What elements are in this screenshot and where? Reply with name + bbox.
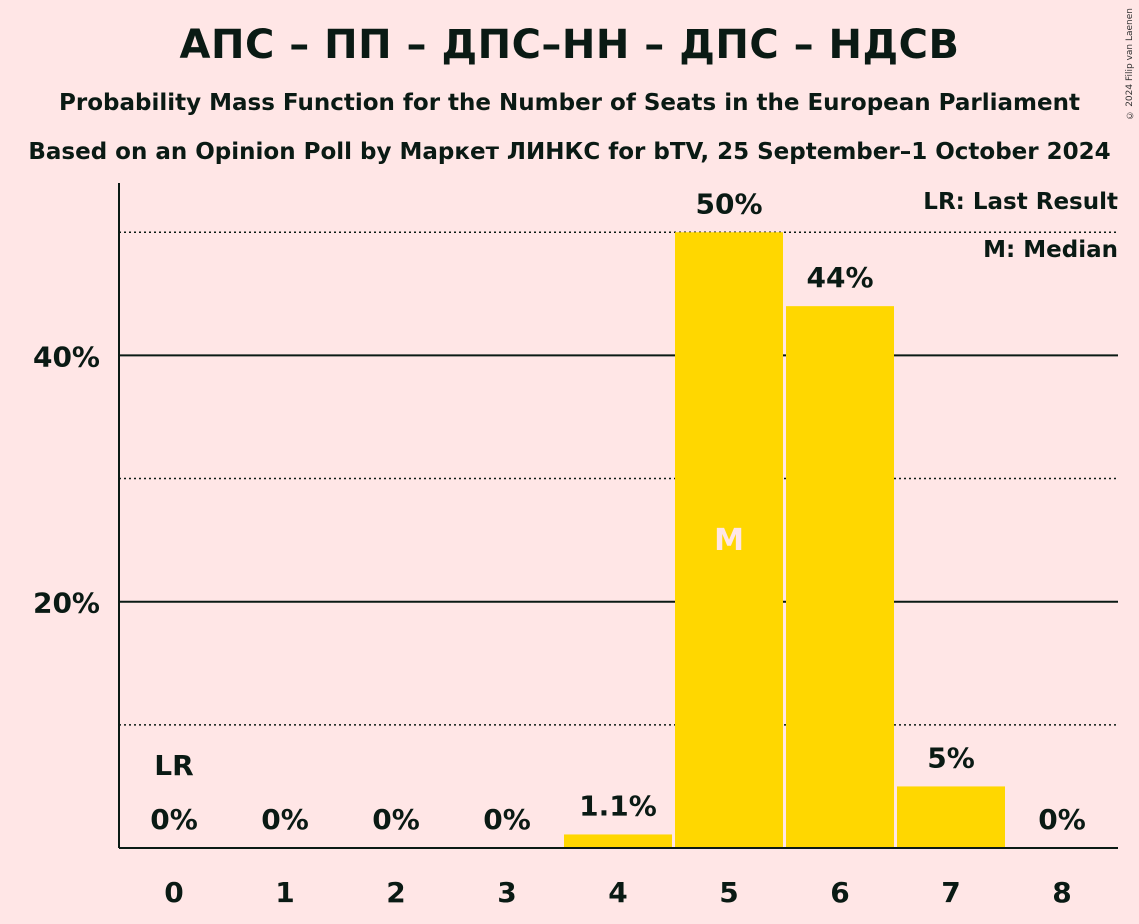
x-tick-label: 6: [830, 876, 849, 909]
legend-last-result: LR: Last Result: [923, 189, 1118, 215]
data-label: 0%: [1038, 803, 1086, 836]
data-label: 0%: [483, 803, 531, 836]
bar: [675, 232, 783, 848]
median-marker: M: [714, 523, 744, 558]
x-tick-label: 4: [608, 876, 627, 909]
last-result-marker: LR: [154, 749, 193, 782]
y-tick-label: 40%: [33, 340, 100, 373]
x-tick-label: 8: [1052, 876, 1071, 909]
data-label: 5%: [927, 741, 975, 774]
x-tick-label: 3: [497, 876, 516, 909]
data-label: 0%: [372, 803, 420, 836]
bar: [564, 834, 672, 848]
data-labels: 0% LR 0% 0% 0% 1.1% 50% M 44% 5% 0%: [150, 187, 1086, 836]
data-label: 50%: [695, 187, 762, 220]
x-tick-label: 0: [164, 876, 183, 909]
data-label: 1.1%: [579, 789, 657, 822]
gridlines: [119, 231, 1118, 726]
bar: [786, 306, 894, 848]
chart-subtitle: Probability Mass Function for the Number…: [59, 90, 1080, 116]
bar: [897, 786, 1005, 848]
bars: [564, 232, 1005, 848]
data-label: 0%: [150, 803, 198, 836]
x-tick-label: 5: [719, 876, 738, 909]
chart-source: Based on an Opinion Poll by Маркет ЛИНКС…: [28, 139, 1111, 165]
data-label: 0%: [261, 803, 309, 836]
axes: 20% 40% 0 1 2 3 4 5 6 7 8: [33, 183, 1118, 909]
y-tick-label: 20%: [33, 587, 100, 620]
x-tick-label: 1: [275, 876, 294, 909]
x-tick-label: 7: [941, 876, 960, 909]
legend-median: M: Median: [983, 237, 1118, 263]
data-label: 44%: [806, 261, 873, 294]
chart-title: АПС – ПП – ДПС–НН – ДПС – НДСВ: [179, 22, 960, 68]
x-tick-label: 2: [386, 876, 405, 909]
